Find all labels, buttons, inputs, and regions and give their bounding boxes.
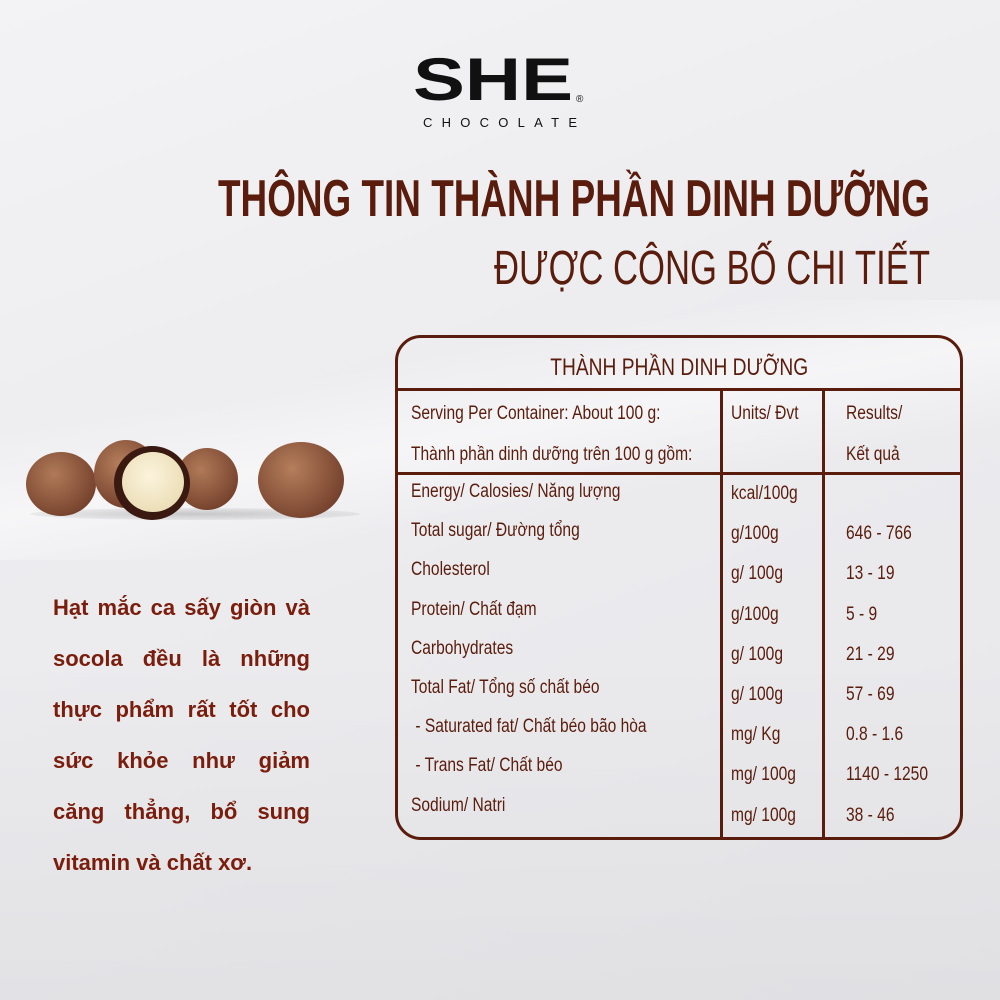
- row-result-text: 13 - 19: [846, 563, 895, 585]
- page-subtitle: ĐƯỢC CÔNG BỐ CHI TIẾT: [480, 232, 930, 295]
- row-unit-text: g/100g: [731, 523, 779, 545]
- row-result: 1140 - 1250: [846, 764, 946, 786]
- row-unit: g/100g: [731, 604, 789, 626]
- row-label: Total Fat/ Tổng số chất béo: [411, 677, 641, 699]
- row-label: Energy/ Calosies/ Năng lượng: [411, 481, 666, 503]
- row-result: 21 - 29: [846, 644, 905, 666]
- divider: [398, 388, 960, 391]
- row-result: 38 - 46: [846, 805, 905, 827]
- row-label-text: Energy/ Calosies/ Năng lượng: [411, 481, 621, 502]
- she-logo-mark: SHE ® CHOCOLATE: [413, 46, 584, 130]
- row-label: - Trans Fat/ Chất béo: [411, 755, 596, 777]
- row-label: Cholesterol: [411, 559, 507, 581]
- row-label-text: Total Fat/ Tổng số chất béo: [411, 677, 600, 698]
- description-line: sức khỏe như giảm: [53, 748, 310, 773]
- row-result-text: 5 - 9: [846, 603, 878, 625]
- row-unit: g/ 100g: [731, 684, 794, 706]
- nutrition-table: THÀNH PHẦN DINH DƯỠNG Serving Per Contai…: [395, 335, 963, 840]
- header-serving: Serving Per Container: About 100 g:: [411, 403, 715, 425]
- row-unit: g/100g: [731, 523, 789, 545]
- brand-logo: SHE ® CHOCOLATE: [413, 46, 593, 132]
- product-description: Hạt mắc ca sấy giòn và socola đều là nhữ…: [53, 582, 310, 888]
- row-label: Protein/ Chất đạm: [411, 599, 564, 621]
- registered-mark: ®: [576, 94, 584, 105]
- row-label: Total sugar/ Đường tổng: [411, 520, 617, 542]
- table-title: THÀNH PHẦN DINH DƯỠNG: [398, 354, 960, 382]
- row-result: 13 - 19: [846, 563, 905, 585]
- description-line: thực phẩm rất tốt cho: [53, 697, 310, 722]
- row-result-text: 0.8 - 1.6: [846, 724, 904, 746]
- row-result: 57 - 69: [846, 684, 905, 706]
- row-label: Sodium/ Natri: [411, 795, 526, 817]
- row-label-text: Sodium/ Natri: [411, 794, 506, 816]
- description-line: căng thẳng, bổ sung: [53, 799, 310, 824]
- page-title: THÔNG TIN THÀNH PHẦN DINH DƯỠNG: [210, 162, 930, 228]
- row-label-text: - Saturated fat/ Chất béo bão hòa: [411, 716, 647, 738]
- header-results-2: Kết quả: [846, 444, 912, 466]
- row-unit-text: g/ 100g: [731, 643, 783, 665]
- header-serving-line1: Serving Per Container: About 100 g:: [411, 403, 661, 424]
- row-result-text: 1140 - 1250: [846, 764, 929, 786]
- header-results: Results/: [846, 403, 915, 425]
- header-units-text: Units/ Đvt: [731, 403, 799, 424]
- header-serving-line2: Thành phần dinh dưỡng trên 100 g gồm:: [411, 444, 693, 465]
- row-unit: g/ 100g: [731, 563, 794, 585]
- row-result-text: 57 - 69: [846, 684, 895, 705]
- row-unit-text: kcal/100g: [731, 483, 798, 504]
- column-divider: [720, 388, 723, 837]
- row-unit-text: g/ 100g: [731, 684, 783, 705]
- logo-subtitle: CHOCOLATE: [423, 115, 577, 130]
- chocolate-macadamia-image: [20, 430, 360, 530]
- row-unit-text: mg/ Kg: [731, 724, 781, 746]
- row-result: 5 - 9: [846, 604, 884, 626]
- header-serving-2: Thành phần dinh dưỡng trên 100 g gồm:: [411, 444, 754, 466]
- header-results-line1: Results/: [846, 403, 903, 424]
- row-result: 646 - 766: [846, 523, 926, 545]
- row-label-text: Total sugar/ Đường tổng: [411, 520, 580, 542]
- header-results-line2: Kết quả: [846, 444, 900, 465]
- row-unit-text: g/100g: [731, 603, 779, 625]
- row-label: - Saturated fat/ Chất béo bão hòa: [411, 716, 698, 738]
- description-line: vitamin và chất xơ.: [53, 850, 253, 875]
- divider: [398, 472, 960, 475]
- page-title-text: THÔNG TIN THÀNH PHẦN DINH DƯỠNG: [218, 169, 930, 226]
- page-subtitle-text: ĐƯỢC CÔNG BỐ CHI TIẾT: [494, 240, 930, 294]
- row-unit-text: g/ 100g: [731, 563, 783, 585]
- row-result-text: 38 - 46: [846, 804, 895, 826]
- description-line: socola đều là những: [53, 646, 310, 671]
- row-unit-text: mg/ 100g: [731, 804, 796, 826]
- row-result-text: 21 - 29: [846, 643, 895, 665]
- row-label-text: Protein/ Chất đạm: [411, 598, 537, 620]
- row-result-text: 646 - 766: [846, 523, 912, 545]
- logo-mark-text: SHE: [413, 52, 573, 113]
- table-title-text: THÀNH PHẦN DINH DƯỠNG: [550, 354, 808, 381]
- row-unit: g/ 100g: [731, 644, 794, 666]
- row-unit: mg/ Kg: [731, 724, 791, 746]
- row-label-text: Cholesterol: [411, 559, 490, 581]
- row-unit: mg/ 100g: [731, 805, 810, 827]
- column-divider: [822, 388, 825, 837]
- row-label-text: Carbohydrates: [411, 637, 514, 659]
- row-unit: mg/ 100g: [731, 764, 810, 786]
- description-line: Hạt mắc ca sấy giòn và: [53, 595, 310, 620]
- row-result: 0.8 - 1.6: [846, 724, 916, 746]
- page-subtitle-svg: ĐƯỢC CÔNG BỐ CHI TIẾT: [494, 240, 930, 295]
- header-units: Units/ Đvt: [731, 403, 813, 425]
- page-title-svg: THÔNG TIN THÀNH PHẦN DINH DƯỠNG: [218, 169, 930, 228]
- row-unit: kcal/100g: [731, 483, 812, 505]
- row-label: Carbohydrates: [411, 638, 536, 660]
- row-label-text: - Trans Fat/ Chất béo: [411, 755, 563, 777]
- row-unit-text: mg/ 100g: [731, 764, 796, 786]
